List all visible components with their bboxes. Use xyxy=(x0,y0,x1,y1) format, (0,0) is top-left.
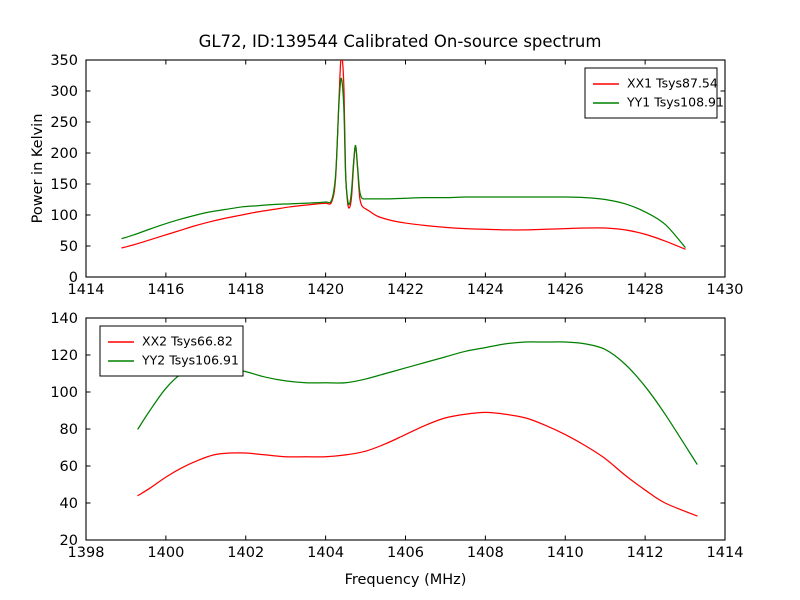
x-tick-label: 1428 xyxy=(627,282,664,298)
y-tick-label: 0 xyxy=(69,270,78,286)
y-tick-label: 60 xyxy=(60,459,78,475)
top-panel: 1414 1416 1418 1420 1422 1424 1426 1428 1430 0 50 1… xyxy=(30,53,743,298)
x-tick-label: 1430 xyxy=(707,282,744,298)
x-axis-label: Frequency (MHz) xyxy=(345,572,467,588)
x-tick-label: 1420 xyxy=(307,282,344,298)
y-tick-label: 250 xyxy=(50,115,78,131)
legend-box xyxy=(584,67,718,119)
legend-top: XX1 Tsys87.54 YY1 Tsys108.91 xyxy=(584,67,724,119)
y-tick-label: 350 xyxy=(50,53,78,69)
legend-label: YY2 Tsys106.91 xyxy=(141,353,239,368)
y-tick-label: 120 xyxy=(50,348,78,364)
y-tick-label: 300 xyxy=(50,84,78,100)
y-tick-label: 150 xyxy=(50,177,78,193)
legend-label: YY1 Tsys108.91 xyxy=(626,95,724,110)
y-tick-label: 40 xyxy=(60,496,78,512)
figure-title: GL72, ID:139544 Calibrated On-source spe… xyxy=(199,32,602,51)
x-tick-label: 1416 xyxy=(147,282,184,298)
series-line-1 xyxy=(137,411,698,517)
y-tick-label: 20 xyxy=(60,533,78,549)
x-tick-label: 1400 xyxy=(147,545,184,561)
x-tick-label: 1398 xyxy=(68,545,105,561)
legend-label: XX1 Tsys87.54 xyxy=(627,76,718,91)
y-tick-label: 100 xyxy=(50,385,78,401)
x-tick-label: 1404 xyxy=(307,545,344,561)
bottom-panel: 1398 1400 1402 1404 1406 1408 1410 1412 1414 20 40… xyxy=(50,311,743,588)
x-tick-label: 1424 xyxy=(467,282,504,298)
x-tick-label: 1418 xyxy=(227,282,264,298)
x-tick-label: 1406 xyxy=(387,545,424,561)
x-tick-label: 1402 xyxy=(227,545,264,561)
y-tick-label: 200 xyxy=(50,146,78,162)
x-tick-label: 1426 xyxy=(547,282,584,298)
x-tick-label: 1412 xyxy=(627,545,664,561)
y-tick-label: 100 xyxy=(50,208,78,224)
x-tick-label: 1414 xyxy=(68,282,105,298)
y-axis-label: Power in Kelvin xyxy=(30,114,46,224)
x-tick-label: 1408 xyxy=(467,545,504,561)
series-layer xyxy=(121,60,686,250)
x-tick-label: 1414 xyxy=(707,545,744,561)
x-tick-label: 1422 xyxy=(387,282,424,298)
x-tick-label: 1410 xyxy=(547,545,584,561)
y-tick-label: 140 xyxy=(50,311,78,327)
legend-box xyxy=(99,325,244,377)
series-line-2 xyxy=(121,77,686,248)
legend-bottom: XX2 Tsys66.82 YY2 Tsys106.91 xyxy=(99,325,244,377)
y-tick-label: 80 xyxy=(60,422,78,438)
y-tick-label: 50 xyxy=(60,239,78,255)
legend-label: XX2 Tsys66.82 xyxy=(142,334,233,349)
